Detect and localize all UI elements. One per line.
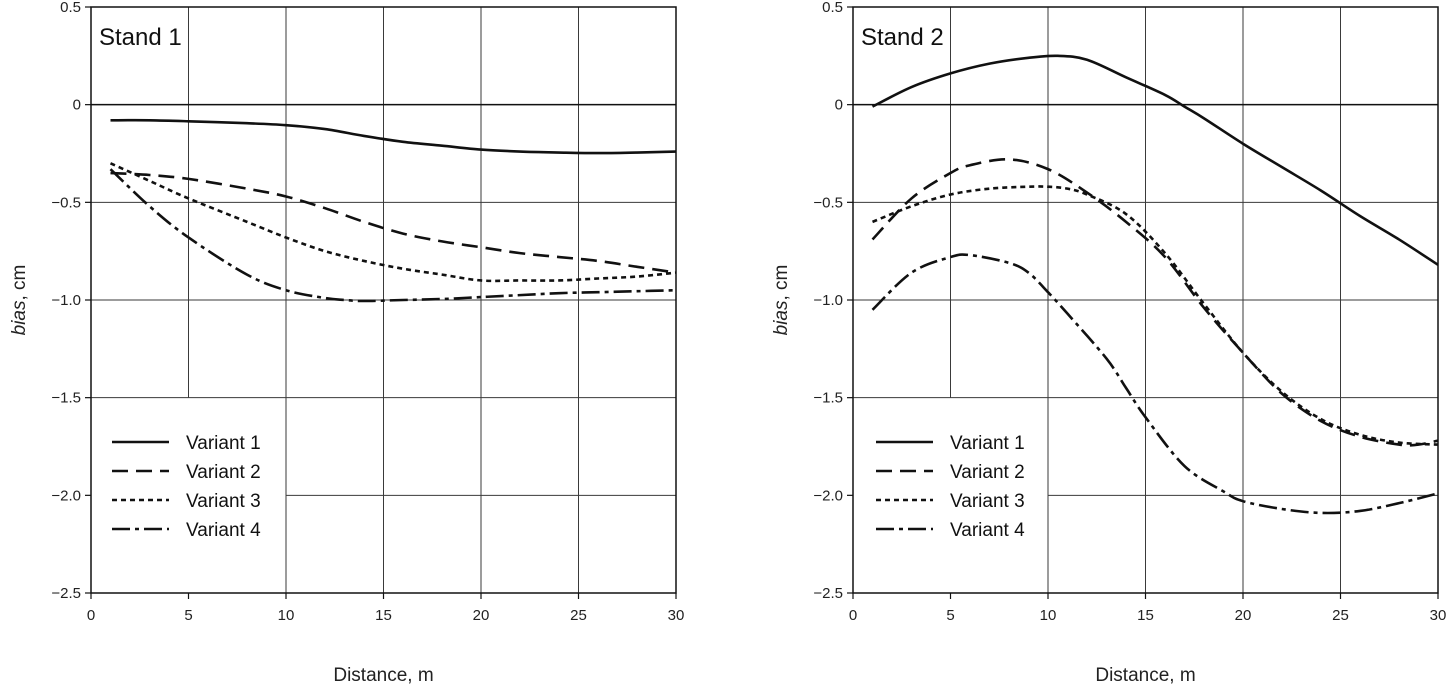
legend-label-variant-2: Variant 2 (186, 462, 261, 483)
y-tick-label: −2.5 (813, 585, 843, 602)
chart-panel-stand-1: 0 5 10 15 20 25 30 0.5 0 −0.5 −1.0 −1.5 −2.0 −2.5 Dist… (9, 0, 684, 686)
y-tick-label: −1.5 (51, 390, 81, 407)
series-line-variant-3 (109, 162, 676, 283)
y-tick-label: 0 (835, 97, 843, 114)
x-tick-label: 10 (1040, 607, 1057, 624)
y-tick-label: −0.5 (813, 194, 843, 211)
x-tick-label: 0 (849, 607, 857, 624)
legend-label-variant-2: Variant 2 (950, 462, 1025, 483)
panel-label: Stand 1 (99, 24, 182, 51)
x-tick-label: 25 (570, 607, 587, 624)
y-tick-label: −2.0 (51, 487, 81, 504)
legend-label-variant-4: Variant 4 (186, 520, 261, 541)
y-axis-title-unit: , cm (9, 265, 30, 301)
y-axis-title: bias, cm (771, 265, 792, 336)
x-axis-title: Distance, m (1095, 665, 1195, 686)
x-tick-label: 15 (375, 607, 392, 624)
x-axis-title: Distance, m (333, 665, 433, 686)
legend-label-variant-4: Variant 4 (950, 520, 1025, 541)
x-tick-label: 25 (1332, 607, 1349, 624)
panel-label: Stand 2 (861, 24, 944, 51)
legend-label-variant-3: Variant 3 (186, 491, 261, 512)
x-tick-label: 10 (278, 607, 295, 624)
x-tick-label: 20 (473, 607, 490, 624)
y-tick-label: 0.5 (822, 0, 843, 16)
legend-label-variant-3: Variant 3 (950, 491, 1025, 512)
x-tick-label: 30 (1430, 607, 1447, 624)
chart-panel-stand-2: 0 5 10 15 20 25 30 0.5 0 −0.5 −1.0 −1.5 −2.0 −2.5 Dist… (771, 0, 1446, 686)
series-line-variant-4 (871, 253, 1438, 515)
x-tick-label: 20 (1235, 607, 1252, 624)
y-axis-title-unit: , cm (771, 265, 792, 301)
y-tick-label: 0.5 (60, 0, 81, 16)
y-tick-label: −1.0 (813, 292, 843, 309)
series-line-variant-2 (871, 158, 1438, 447)
x-tick-label: 5 (184, 607, 192, 624)
series-group (871, 54, 1438, 515)
y-axis-title-italic: bias (771, 300, 792, 335)
legend-label-variant-1: Variant 1 (950, 433, 1025, 454)
series-line-variant-1 (871, 54, 1438, 266)
y-axis-title-italic: bias (9, 300, 30, 335)
series-group (109, 118, 676, 303)
y-tick-label: 0 (73, 97, 81, 114)
y-tick-label: −1.0 (51, 292, 81, 309)
x-tick-label: 0 (87, 607, 95, 624)
x-tick-label: 5 (946, 607, 954, 624)
series-line-variant-4 (109, 168, 676, 303)
y-tick-label: −0.5 (51, 194, 81, 211)
y-axis-title: bias, cm (9, 265, 30, 336)
series-line-variant-3 (872, 185, 1438, 446)
y-tick-label: −2.0 (813, 487, 843, 504)
legend-label-variant-1: Variant 1 (186, 433, 261, 454)
y-tick-label: −1.5 (813, 390, 843, 407)
y-tick-label: −2.5 (51, 585, 81, 602)
series-line-variant-1 (110, 118, 676, 155)
series-line-variant-2 (110, 171, 676, 274)
x-tick-label: 15 (1137, 607, 1154, 624)
x-tick-label: 30 (668, 607, 685, 624)
